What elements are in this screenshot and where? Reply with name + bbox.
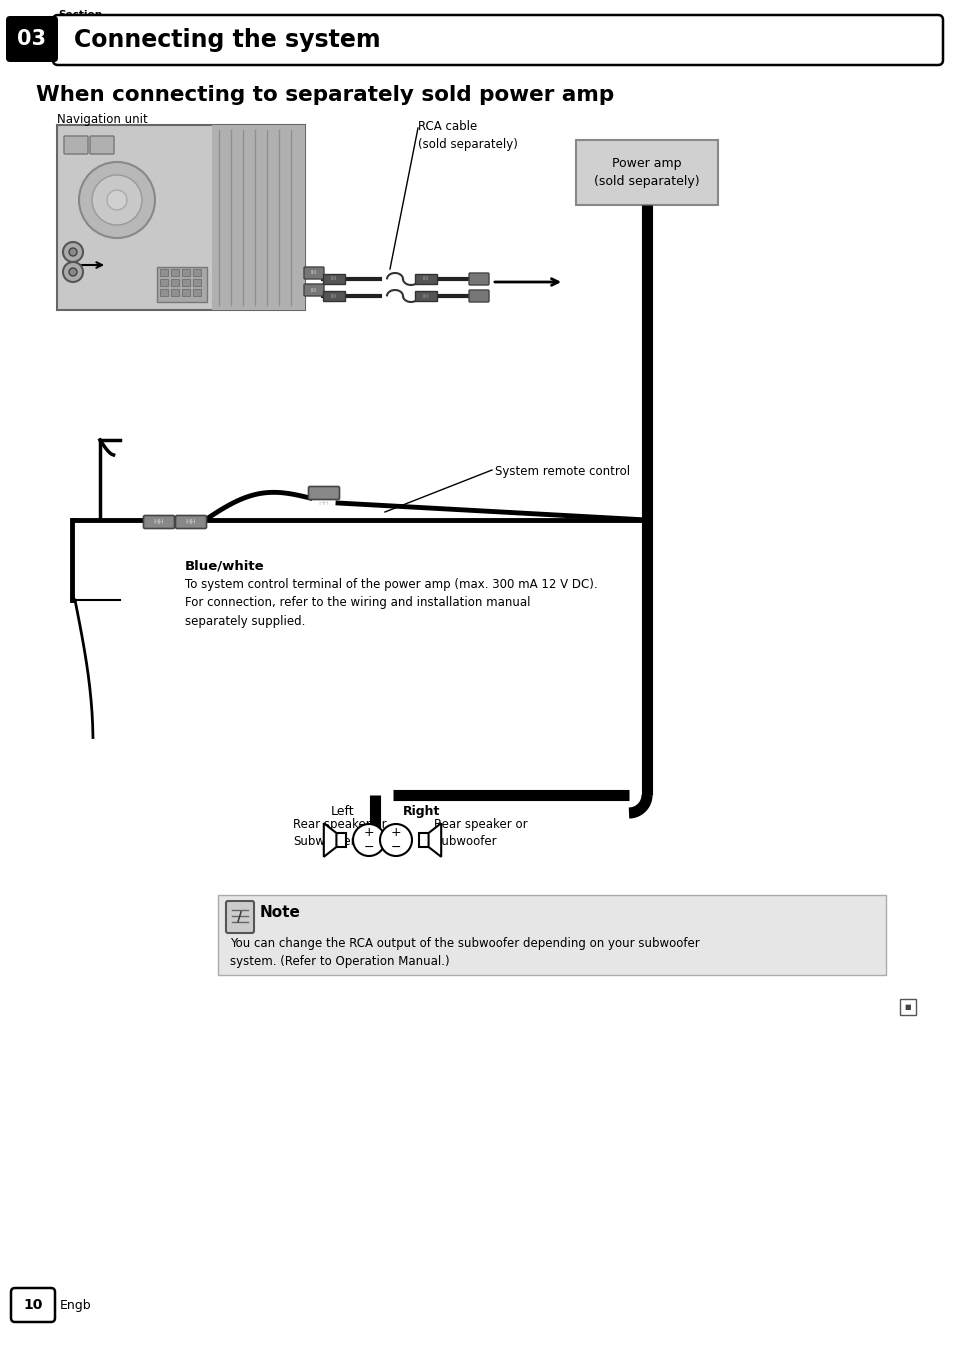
Circle shape [353,823,385,856]
Text: Right: Right [403,804,440,818]
Text: 03: 03 [17,28,47,49]
Text: Rear speaker or
Subwoofer: Rear speaker or Subwoofer [293,818,386,848]
FancyBboxPatch shape [415,274,436,284]
Text: +: + [391,826,401,840]
Circle shape [91,174,142,224]
FancyBboxPatch shape [160,279,168,287]
Text: Note: Note [260,904,300,919]
FancyBboxPatch shape [182,289,190,296]
Text: Left: Left [331,804,355,818]
FancyBboxPatch shape [218,895,885,975]
Text: System remote control: System remote control [495,465,630,479]
Text: −: − [363,841,374,853]
Text: HH: HH [186,519,196,525]
FancyBboxPatch shape [90,137,113,154]
FancyBboxPatch shape [193,279,201,287]
Text: Blue/white: Blue/white [185,560,264,573]
FancyBboxPatch shape [171,269,179,276]
FancyBboxPatch shape [157,266,207,301]
Text: /: / [237,910,242,923]
FancyBboxPatch shape [899,999,915,1015]
FancyBboxPatch shape [11,1288,55,1322]
Text: Connecting the system: Connecting the system [74,28,380,51]
Text: Power amp
(sold separately): Power amp (sold separately) [594,157,700,188]
FancyBboxPatch shape [323,291,345,301]
Text: IIII: IIII [422,293,429,299]
Text: Rear speaker or
Subwoofer: Rear speaker or Subwoofer [434,818,527,848]
FancyBboxPatch shape [6,16,58,62]
FancyBboxPatch shape [576,141,718,206]
Circle shape [79,162,154,238]
Text: 10: 10 [23,1298,43,1311]
FancyBboxPatch shape [171,289,179,296]
Circle shape [69,247,77,256]
Text: HH: HH [153,519,164,525]
FancyBboxPatch shape [469,273,489,285]
Circle shape [63,242,83,262]
Text: IIII: IIII [331,277,337,281]
Polygon shape [323,823,336,857]
Text: Navigation unit: Navigation unit [57,114,148,126]
Text: When connecting to separately sold power amp: When connecting to separately sold power… [36,85,614,105]
FancyBboxPatch shape [304,284,324,296]
Circle shape [379,823,412,856]
FancyBboxPatch shape [143,515,174,529]
Text: Section: Section [58,9,102,20]
Text: −: − [391,841,401,853]
Text: IIII: IIII [311,270,317,276]
Text: RCA cable
(sold separately): RCA cable (sold separately) [417,120,517,151]
FancyBboxPatch shape [64,137,88,154]
Text: ■: ■ [903,1005,910,1010]
FancyBboxPatch shape [336,833,346,846]
FancyBboxPatch shape [171,279,179,287]
FancyBboxPatch shape [53,15,942,65]
FancyBboxPatch shape [182,279,190,287]
FancyBboxPatch shape [323,274,345,284]
FancyBboxPatch shape [175,515,206,529]
Text: Engb: Engb [60,1298,91,1311]
FancyBboxPatch shape [418,833,428,846]
FancyBboxPatch shape [193,289,201,296]
Text: You can change the RCA output of the subwoofer depending on your subwoofer
syste: You can change the RCA output of the sub… [230,937,699,968]
FancyBboxPatch shape [57,124,305,310]
Circle shape [107,191,127,210]
FancyBboxPatch shape [226,900,253,933]
Polygon shape [428,823,440,857]
FancyBboxPatch shape [160,289,168,296]
Text: IIII: IIII [331,293,337,299]
FancyBboxPatch shape [304,266,324,279]
Text: IIII: IIII [311,288,317,292]
Text: HH: HH [318,500,329,506]
Text: IIII: IIII [422,277,429,281]
FancyBboxPatch shape [193,269,201,276]
FancyBboxPatch shape [182,269,190,276]
FancyBboxPatch shape [308,487,339,499]
Text: To system control terminal of the power amp (max. 300 mA 12 V DC).
For connectio: To system control terminal of the power … [185,579,597,627]
Text: +: + [363,826,374,840]
FancyBboxPatch shape [415,291,436,301]
Circle shape [63,262,83,283]
FancyBboxPatch shape [212,124,305,310]
FancyBboxPatch shape [469,289,489,301]
Circle shape [69,268,77,276]
FancyBboxPatch shape [160,269,168,276]
